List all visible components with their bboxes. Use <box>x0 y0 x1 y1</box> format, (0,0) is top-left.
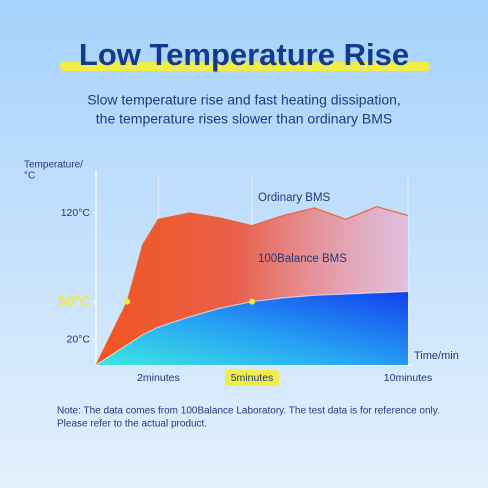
y-tick-label: 120°C <box>61 207 91 219</box>
x-tick-label: 10minutes <box>384 372 432 384</box>
subtitle: Slow temperature rise and fast heating d… <box>87 92 401 108</box>
line <box>95 290 409 366</box>
point <box>124 298 131 305</box>
x-tick-label: 5minutes <box>231 372 274 384</box>
tick-highlight <box>225 370 279 386</box>
title: Low Temperature Rise <box>79 37 409 72</box>
y-tick-label: 50°C <box>59 292 90 308</box>
series-label: 100Balance BMS <box>258 253 347 265</box>
x-axis-label: Time/min <box>414 350 459 362</box>
title-underline <box>60 62 430 71</box>
y-axis-label: °C <box>24 171 35 182</box>
y-tick-label: 20°C <box>67 333 91 345</box>
note: Note: The data comes from 100Balance Lab… <box>57 406 440 417</box>
note: Please refer to the actual product. <box>57 419 207 430</box>
x-tick-label: 2minutes <box>137 372 180 384</box>
y-axis-label: Temperature/ <box>24 160 83 171</box>
area <box>96 291 408 365</box>
point <box>249 298 255 305</box>
subtitle: the temperature rises slower than ordina… <box>96 111 392 127</box>
series-label: Ordinary BMS <box>258 192 331 204</box>
plot: 2minutes 5minutes 10minutes 20°C 50°C 120°C Or… <box>59 170 432 386</box>
